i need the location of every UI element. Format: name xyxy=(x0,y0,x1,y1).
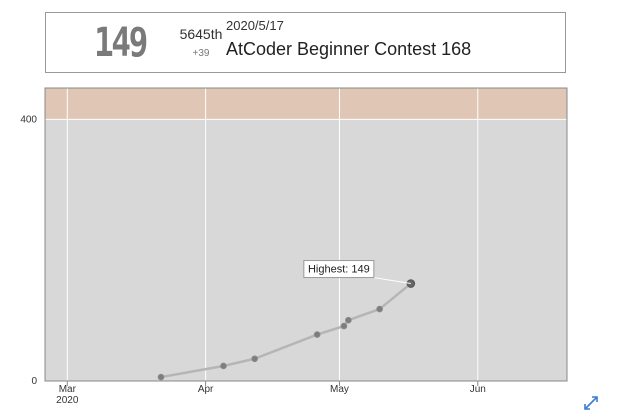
tooltip-box xyxy=(303,260,375,279)
rating-value: 149 xyxy=(94,20,148,66)
chart-grid xyxy=(45,88,567,381)
tooltip-label: Highest: 149 xyxy=(308,264,370,276)
contest-date: 2020/5/17 xyxy=(226,18,284,33)
x-tick-sublabel: 2020 xyxy=(56,395,79,406)
y-axis-ticks: 0 400 xyxy=(20,114,37,387)
x-tick-label: Jun xyxy=(470,384,486,395)
rating-band-1 xyxy=(45,88,567,120)
x-tick-label: May xyxy=(330,384,349,395)
plot-area-border xyxy=(44,87,568,382)
rating-point xyxy=(376,305,383,313)
rating-point xyxy=(313,331,321,338)
rating-point xyxy=(220,362,227,370)
rating-point xyxy=(157,373,165,381)
x-tick-label: Mar xyxy=(59,384,77,395)
contest-status-card: 149 5645th +39 2020/5/17 AtCoder Beginne… xyxy=(45,12,566,73)
x-tick-label: Apr xyxy=(198,384,214,395)
rating-point xyxy=(340,322,348,330)
rating-bands xyxy=(45,88,567,382)
rating-point xyxy=(251,355,258,363)
tooltip-connector xyxy=(373,277,411,285)
rating-band-0 xyxy=(45,119,567,382)
rating-point xyxy=(345,316,352,324)
place-rank: 5645th xyxy=(179,26,223,42)
expand-icon[interactable] xyxy=(584,396,598,410)
rating-line xyxy=(160,282,412,379)
rating-diff: +39 xyxy=(192,48,210,59)
highest-tooltip: Highest: 149 xyxy=(303,260,411,285)
contest-name: AtCoder Beginner Contest 168 xyxy=(226,39,472,59)
y-tick-label: 400 xyxy=(20,114,37,125)
y-tick-label: 0 xyxy=(31,376,37,387)
